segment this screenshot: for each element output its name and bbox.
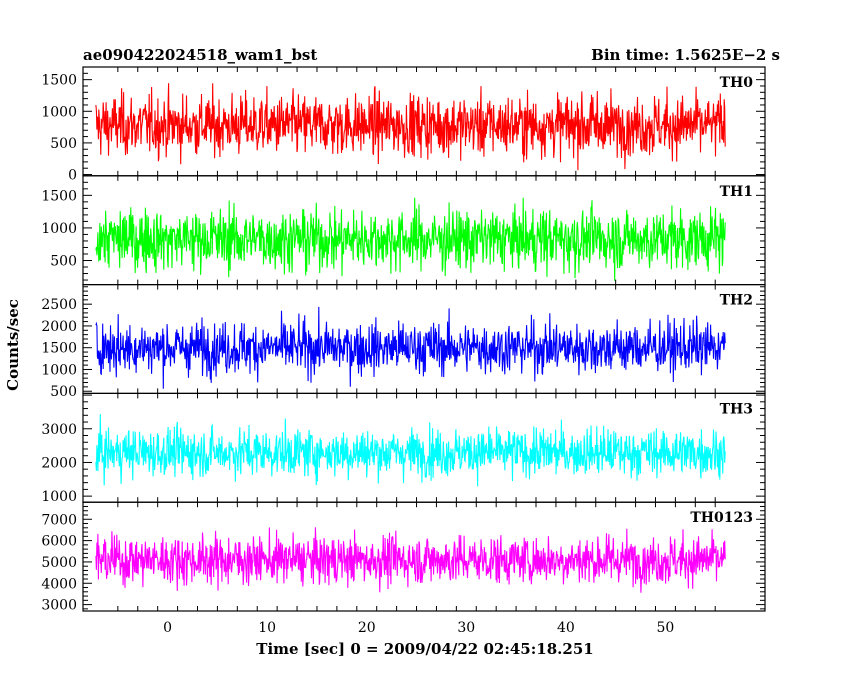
y-tick-label: 1000 [41,489,77,505]
panel-frame [82,501,766,612]
panel-th1: 500 1000 1500 TH1 [41,175,766,286]
y-tick-label: 1500 [41,73,77,89]
y-tick-label: 4000 [41,576,77,592]
series-line-th2 [95,306,726,389]
x-tick-label: 10 [258,620,276,636]
panel-th0123: 3000 4000 5000 6000 7000 TH0123 [41,501,766,614]
y-tick-label: 500 [50,253,77,269]
y-tick-label: 7000 [41,512,77,528]
panel-label-th3: TH3 [720,401,753,417]
y-tick-label: 500 [50,384,77,400]
panel-label-th0123: TH0123 [690,510,753,526]
y-tick-label: 0 [68,168,77,184]
y-tick-label: 1000 [41,221,77,237]
y-tick-label: 2000 [41,455,77,471]
y-tick-label: 500 [50,136,77,152]
y-tick-label: 1500 [41,188,77,204]
chart-title-left: ae090422024518_wam1_bst [83,46,317,64]
y-tick-label: 1500 [41,341,77,357]
panel-th3: 1000 2000 3000 TH3 [41,392,766,505]
panel-label-th0: TH0 [720,75,754,91]
y-tick-label: 3000 [41,598,77,614]
series-line-th3 [95,414,726,487]
series-line-th0123 [95,527,726,593]
panel-th2: 500 1000 1500 2000 2500 TH2 [41,284,766,400]
x-tick-label: 20 [358,620,376,636]
panels-group: 0 500 1000 1500 TH0 500 1000 1500 TH1 500 1000 1500… [41,66,766,614]
x-tick-label: 40 [557,620,575,636]
y-tick-label: 3000 [41,422,77,438]
x-tick-labels: 0 10 20 30 40 50 [163,620,674,636]
x-tick-label: 0 [163,620,172,636]
y-tick-label: 2000 [41,319,77,335]
panel-label-th1: TH1 [720,184,753,200]
x-axis-label: Time [sec] 0 = 2009/04/22 02:45:18.251 [256,640,593,658]
y-tick-label: 1000 [41,362,77,378]
x-tick-label: 30 [457,620,475,636]
y-tick-label: 5000 [41,555,77,571]
panel-label-th2: TH2 [720,293,753,309]
y-tick-label: 1000 [41,104,77,120]
chart-title-right: Bin time: 1.5625E−2 s [591,46,780,64]
series-line-th1 [95,197,726,281]
x-tick-label: 50 [657,620,675,636]
y-tick-label: 2500 [41,297,77,313]
series-line-th0 [95,83,726,171]
panel-th0: 0 500 1000 1500 TH0 [41,66,766,184]
y-tick-label: 6000 [41,534,77,550]
y-axis-label: Counts/sec [4,299,22,391]
